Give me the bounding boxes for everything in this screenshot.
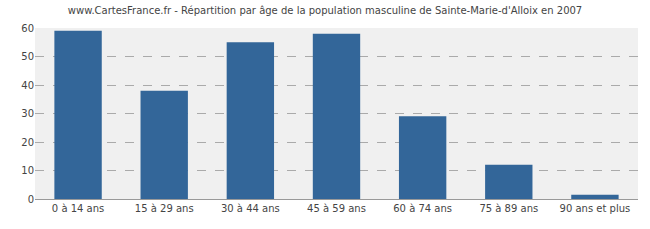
svg-text:90 ans et plus: 90 ans et plus: [560, 203, 631, 214]
svg-text:75 à 89 ans: 75 à 89 ans: [479, 203, 538, 214]
svg-text:10: 10: [21, 165, 34, 176]
svg-text:45 à 59 ans: 45 à 59 ans: [307, 203, 366, 214]
svg-text:60: 60: [21, 23, 34, 34]
svg-text:www.CartesFrance.fr - Répartit: www.CartesFrance.fr - Répartition par âg…: [68, 5, 582, 16]
svg-text:30: 30: [21, 108, 34, 119]
svg-text:30 à 44 ans: 30 à 44 ans: [221, 203, 280, 214]
svg-text:0 à 14 ans: 0 à 14 ans: [52, 203, 104, 214]
svg-text:50: 50: [21, 51, 34, 62]
svg-text:40: 40: [21, 80, 34, 91]
svg-text:0: 0: [28, 194, 34, 205]
svg-text:60 à 74 ans: 60 à 74 ans: [393, 203, 452, 214]
svg-text:20: 20: [21, 137, 34, 148]
svg-text:15 à 29 ans: 15 à 29 ans: [135, 203, 194, 214]
